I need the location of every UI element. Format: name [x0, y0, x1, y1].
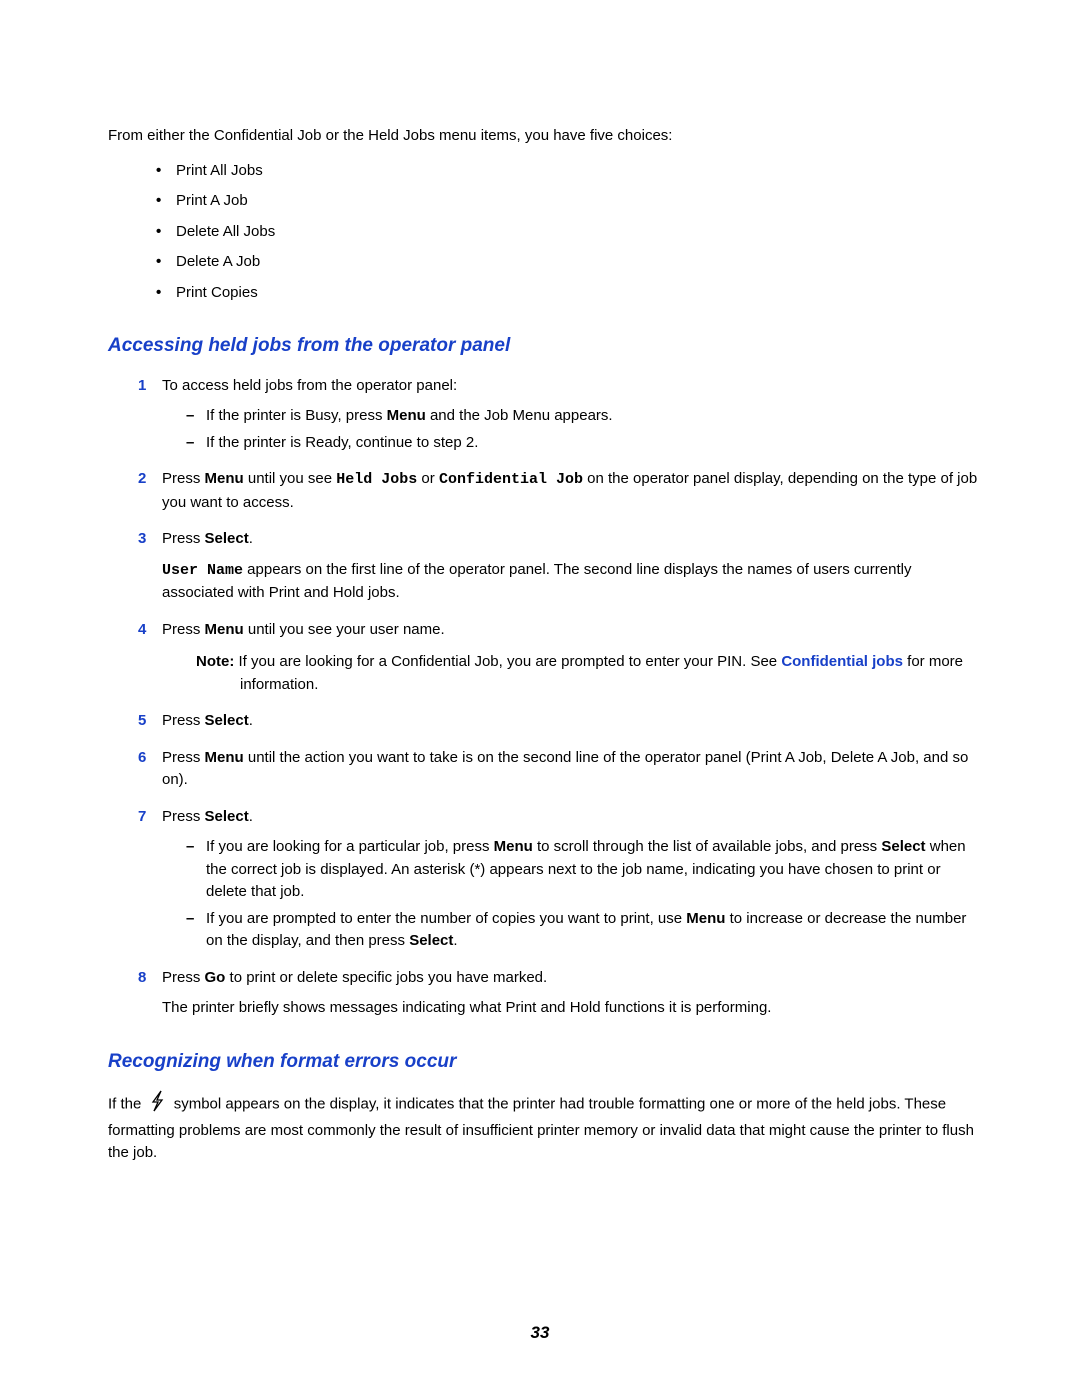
- list-item: Delete A Job: [148, 251, 980, 274]
- list-item: Print All Jobs: [148, 160, 980, 183]
- step-8: Press Go to print or delete specific job…: [108, 967, 980, 1020]
- list-item: Print Copies: [148, 282, 980, 305]
- step-1: To access held jobs from the operator pa…: [108, 375, 980, 455]
- sub-item: If the printer is Ready, continue to ste…: [186, 432, 980, 455]
- step-6: Press Menu until the action you want to …: [108, 747, 980, 792]
- document-page: From either the Confidential Job or the …: [0, 0, 1080, 1225]
- step-8-detail: The printer briefly shows messages indic…: [162, 997, 980, 1020]
- list-item: Delete All Jobs: [148, 221, 980, 244]
- flash-icon: [149, 1090, 167, 1120]
- intro-text: From either the Confidential Job or the …: [108, 125, 980, 148]
- sub-item: If the printer is Busy, press Menu and t…: [186, 405, 980, 428]
- confidential-jobs-link[interactable]: Confidential jobs: [781, 653, 903, 670]
- sub-item: If you are prompted to enter the number …: [186, 908, 980, 953]
- step-3-detail: User Name appears on the first line of t…: [162, 559, 980, 605]
- choice-list: Print All Jobs Print A Job Delete All Jo…: [148, 160, 980, 305]
- step-5: Press Select.: [108, 710, 980, 733]
- section-heading-errors: Recognizing when format errors occur: [108, 1048, 980, 1077]
- step-1-sublist: If the printer is Busy, press Menu and t…: [186, 405, 980, 454]
- step-7: Press Select. If you are looking for a p…: [108, 806, 980, 953]
- section-heading-accessing: Accessing held jobs from the operator pa…: [108, 332, 980, 361]
- step-text: To access held jobs from the operator pa…: [162, 377, 457, 394]
- step-2: Press Menu until you see Held Jobs or Co…: [108, 468, 980, 514]
- note-label: Note:: [196, 653, 234, 670]
- steps-list: To access held jobs from the operator pa…: [108, 375, 980, 1020]
- step-7-sublist: If you are looking for a particular job,…: [186, 836, 980, 953]
- step-4-note: Note: If you are looking for a Confident…: [196, 651, 980, 696]
- sub-item: If you are looking for a particular job,…: [186, 836, 980, 904]
- list-item: Print A Job: [148, 190, 980, 213]
- format-error-paragraph: If the symbol appears on the display, it…: [108, 1090, 980, 1165]
- step-3: Press Select. User Name appears on the f…: [108, 528, 980, 605]
- page-number: 33: [0, 1323, 1080, 1343]
- step-4: Press Menu until you see your user name.…: [108, 619, 980, 697]
